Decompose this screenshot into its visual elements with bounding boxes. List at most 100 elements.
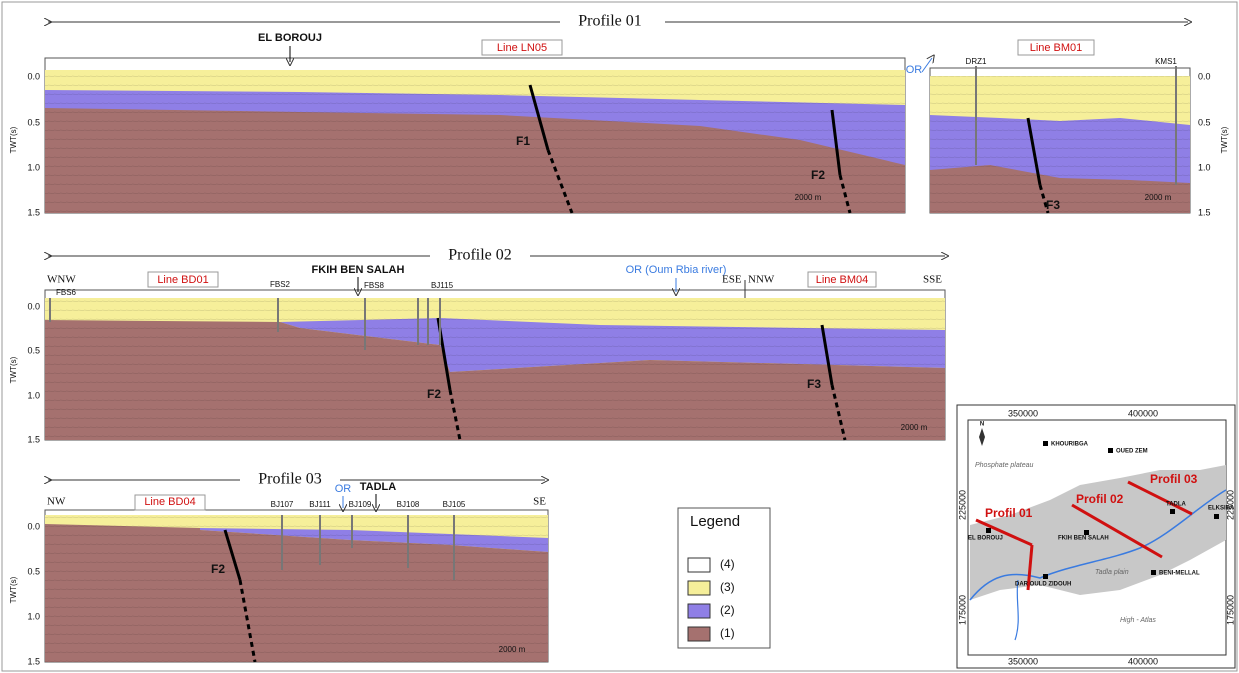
well-text: KMS1: [1155, 57, 1177, 66]
tick-text: 1.0: [1198, 162, 1211, 172]
map-text: EL BOROUJ: [968, 536, 1003, 542]
lg-text: (4): [720, 557, 735, 571]
dir-text: NNW: [748, 274, 775, 286]
mapc-text: 175000: [1225, 595, 1235, 625]
loc-text: EL BOROUJ: [258, 32, 322, 44]
axis-text: TWT(s): [9, 126, 18, 153]
mapc-text: 350000: [1008, 408, 1038, 418]
town: [1151, 570, 1156, 575]
fault-text: F2: [211, 562, 225, 576]
dir-text: SSE: [923, 274, 942, 286]
town: [1084, 530, 1089, 535]
legend-swatch: [688, 604, 710, 618]
line-text: Line BD01: [157, 274, 208, 286]
town: [1170, 509, 1175, 514]
tick-text: 1.5: [1198, 207, 1211, 217]
dir-text: SE: [533, 496, 546, 508]
region-text: Tadla plain: [1095, 569, 1129, 576]
profile-03: [45, 480, 548, 662]
line-text: Line BD04: [144, 496, 195, 508]
town: [1043, 574, 1048, 579]
map-text: N: [980, 422, 984, 428]
mapc-text: 225000: [957, 490, 967, 520]
well-text: BJ105: [443, 500, 466, 509]
legend-swatch: [688, 581, 710, 595]
tick-text: 1.0: [27, 390, 40, 400]
fault-text: F3: [807, 377, 821, 391]
map-text: TADLA: [1166, 502, 1187, 508]
map-text: FKIH BEN SALAH: [1058, 536, 1109, 542]
lg-text: (1): [720, 626, 735, 640]
map-text: ELKSIBA: [1208, 506, 1235, 512]
loc-text: TADLA: [360, 481, 397, 493]
tick-text: 1.5: [27, 207, 40, 217]
ttl-text: Profile 01: [578, 13, 642, 30]
well-text: 2000 m: [499, 645, 526, 654]
line-text: Line BM04: [816, 274, 869, 286]
map-text: DAR OULD ZIDOUH: [1015, 582, 1071, 588]
town: [1108, 448, 1113, 453]
town: [986, 528, 991, 533]
line-text: Line LN05: [497, 42, 547, 54]
reflectors: [45, 70, 905, 213]
tick-text: 0.0: [27, 521, 40, 531]
well-text: BJ107: [271, 500, 294, 509]
line-text: Line BM01: [1030, 42, 1083, 54]
map-text: KHOURIBGA: [1051, 442, 1089, 448]
fault-text: F2: [427, 387, 441, 401]
well-text: 2000 m: [795, 193, 822, 202]
mapc-text: 400000: [1128, 656, 1158, 666]
ttl-text: Profile 03: [258, 471, 322, 488]
ttl-text: Profile 02: [448, 247, 512, 264]
axis-text: TWT(s): [1220, 126, 1229, 153]
tick-text: 1.5: [27, 434, 40, 444]
river-text: OR: [906, 64, 923, 76]
well-text: BJ111: [309, 500, 331, 509]
well-text: FBS8: [364, 281, 385, 290]
well-text: FBS6: [56, 288, 77, 297]
well-text: BJ115: [431, 281, 454, 290]
tick-text: 0.0: [27, 301, 40, 311]
well-text: 2000 m: [1145, 193, 1172, 202]
prof-text: Profil 01: [985, 506, 1033, 520]
tick-text: 0.0: [1198, 71, 1211, 81]
tick-text: 1.5: [27, 656, 40, 666]
mapc-text: 175000: [957, 595, 967, 625]
river-text: OR (Oum Rbia river): [626, 264, 727, 276]
figure: Profile 01 EL BOROUJ Line LN05 Line BM01 OR D…: [0, 0, 1239, 673]
loc-text: FKIH BEN SALAH: [312, 264, 405, 276]
dir-text: WNW: [47, 274, 76, 286]
legend-swatch: [688, 627, 710, 641]
axis-text: TWT(s): [9, 356, 18, 383]
tick-text: 0.5: [27, 345, 40, 355]
fault-text: F3: [1046, 198, 1060, 212]
profile-01: [45, 22, 1190, 213]
lg-text: (3): [720, 580, 735, 594]
town: [1043, 441, 1048, 446]
tick-text: 1.0: [27, 162, 40, 172]
tick-text: 0.0: [27, 71, 40, 81]
tick-text: 0.5: [27, 566, 40, 576]
river-text: OR: [335, 483, 352, 495]
mapc-text: 400000: [1128, 408, 1158, 418]
mapc-text: 350000: [1008, 656, 1038, 666]
well-text: FBS2: [270, 280, 291, 289]
map-text: OUED ZEM: [1116, 449, 1148, 455]
lgt-text: Legend: [690, 513, 740, 530]
well-text: DRZ1: [966, 57, 987, 66]
tick-text: 0.5: [1198, 117, 1211, 127]
prof-text: Profil 02: [1076, 492, 1124, 506]
lg-text: (2): [720, 603, 735, 617]
tick-text: 0.5: [27, 117, 40, 127]
tick-text: 1.0: [27, 611, 40, 621]
fault-text: F1: [516, 134, 530, 148]
prof-text: Profil 03: [1150, 472, 1198, 486]
legend-swatch: [688, 558, 710, 572]
well-text: BJ109: [349, 500, 372, 509]
reflectors: [45, 515, 548, 662]
well-text: BJ108: [397, 500, 420, 509]
axis-text: TWT(s): [9, 576, 18, 603]
reflectors: [45, 298, 945, 440]
dir-text: NW: [47, 496, 66, 508]
fault-text: F2: [811, 168, 825, 182]
